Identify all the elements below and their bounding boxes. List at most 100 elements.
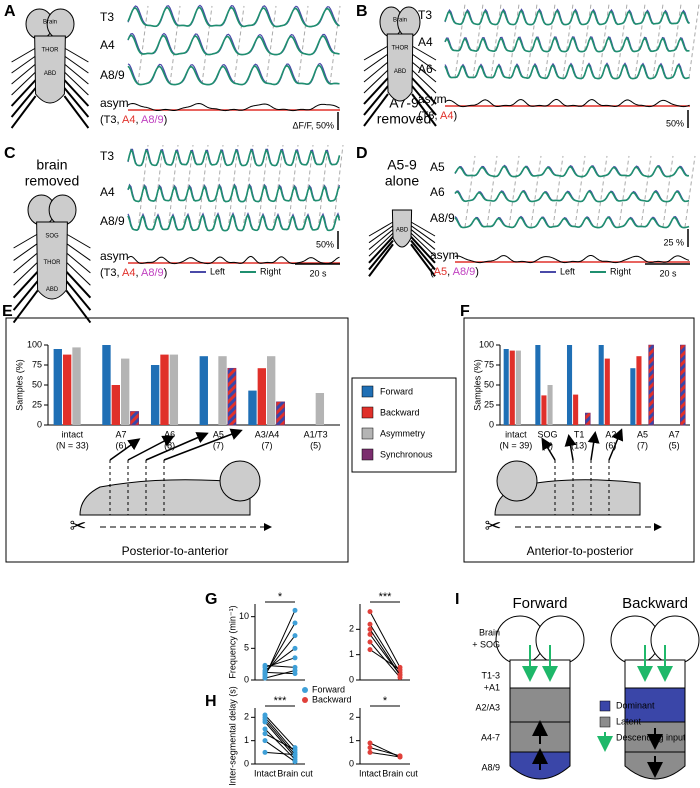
phase-line: [684, 155, 696, 228]
legend-swatch: [599, 716, 611, 728]
phase-line: [317, 144, 329, 231]
panel-title: removed: [25, 173, 79, 189]
bar: [102, 345, 111, 425]
x-tick-count: (N = 39): [499, 440, 532, 450]
x-tick-count: (6): [605, 440, 616, 450]
point: [262, 738, 268, 744]
trace-label: T3: [100, 10, 114, 24]
bar: [680, 344, 686, 426]
row-label: +A1: [484, 682, 500, 692]
bar: [169, 354, 179, 425]
panel-label: G: [205, 591, 217, 608]
trace: [127, 34, 340, 56]
leg: [66, 261, 91, 286]
pair-line: [264, 714, 296, 749]
leg: [63, 79, 90, 107]
asym-legend: (T3, A4): [418, 110, 457, 122]
x-tick-label: Brain cut: [277, 768, 313, 778]
phase-line: [297, 5, 309, 85]
bar: [503, 349, 509, 425]
y-tick-label: 0: [489, 419, 494, 429]
asym-part: A8/9: [141, 114, 164, 126]
cartoon-label: THOR: [392, 46, 410, 52]
leg: [411, 53, 437, 72]
leg: [363, 61, 389, 83]
y-tick-label: 10: [239, 611, 249, 621]
asym-part: ): [475, 266, 479, 278]
leg: [410, 221, 436, 237]
asym-part: A4: [440, 110, 453, 122]
cut-arrow: [145, 432, 209, 461]
body: [36, 221, 68, 300]
bar: [598, 345, 604, 425]
asym-part: ,: [135, 114, 141, 126]
trace-label: A6: [430, 185, 445, 199]
panel-label: F: [460, 303, 470, 320]
phase-line: [152, 144, 164, 231]
cartoon-label: ABD: [394, 69, 407, 75]
phase-line: [287, 144, 299, 231]
asym-part: A4: [122, 114, 135, 126]
leg: [368, 232, 394, 257]
x-tick-count: (7): [213, 440, 224, 450]
trace: [127, 6, 340, 28]
phase-line: [634, 3, 646, 79]
leg: [410, 232, 436, 257]
leg: [12, 280, 39, 311]
asym-part: (T3,: [100, 114, 122, 126]
asym-part: ): [164, 114, 168, 126]
panel-label: D: [356, 145, 368, 162]
column-title: Backward: [622, 595, 688, 612]
phase-line: [137, 5, 149, 85]
cut-arrow: [587, 431, 600, 461]
bar: [566, 345, 573, 425]
significance: *: [383, 695, 388, 707]
leg: [363, 69, 389, 94]
trace: [127, 184, 341, 203]
leg: [363, 77, 389, 105]
body: [34, 35, 66, 104]
point: [292, 620, 298, 626]
leg: [368, 243, 394, 277]
bar: [648, 344, 654, 426]
point: [367, 647, 373, 653]
leg: [13, 261, 38, 286]
panel-label: C: [4, 145, 16, 162]
phase-line: [544, 3, 556, 79]
pair-line: [369, 611, 401, 668]
point: [262, 662, 268, 668]
phase-line: [574, 155, 586, 228]
point: [367, 749, 373, 755]
leg: [66, 252, 91, 274]
bar: [630, 368, 636, 425]
leg: [65, 289, 92, 324]
leg: [411, 85, 437, 116]
x-tick-count: (5): [669, 440, 680, 450]
leg: [410, 236, 436, 264]
time-label: 20 s: [309, 268, 327, 278]
bar: [547, 385, 553, 425]
trace: [127, 64, 340, 86]
phase-line: [464, 155, 476, 228]
y-tick-label: 2: [244, 712, 249, 722]
phase-line: [201, 5, 213, 85]
point: [367, 745, 373, 751]
segment: [509, 659, 571, 689]
trace: [444, 63, 690, 80]
point: [292, 747, 298, 753]
bar: [636, 356, 642, 425]
x-tick-label: A3/A4: [255, 429, 280, 439]
body: [391, 209, 413, 248]
legend-label: Synchronous: [380, 449, 433, 459]
trace-label: A5: [430, 160, 445, 174]
bar: [585, 412, 591, 426]
leg: [66, 243, 91, 261]
asym-label: asym: [430, 248, 459, 262]
y-tick-label: 1: [244, 735, 249, 745]
asym-part: ,: [447, 266, 453, 278]
phase-line: [616, 3, 628, 79]
legend-label: Backward: [312, 694, 352, 704]
legend-label: Right: [260, 266, 282, 276]
x-tick-label: T1: [574, 429, 585, 439]
cut-arrow: [163, 428, 243, 461]
